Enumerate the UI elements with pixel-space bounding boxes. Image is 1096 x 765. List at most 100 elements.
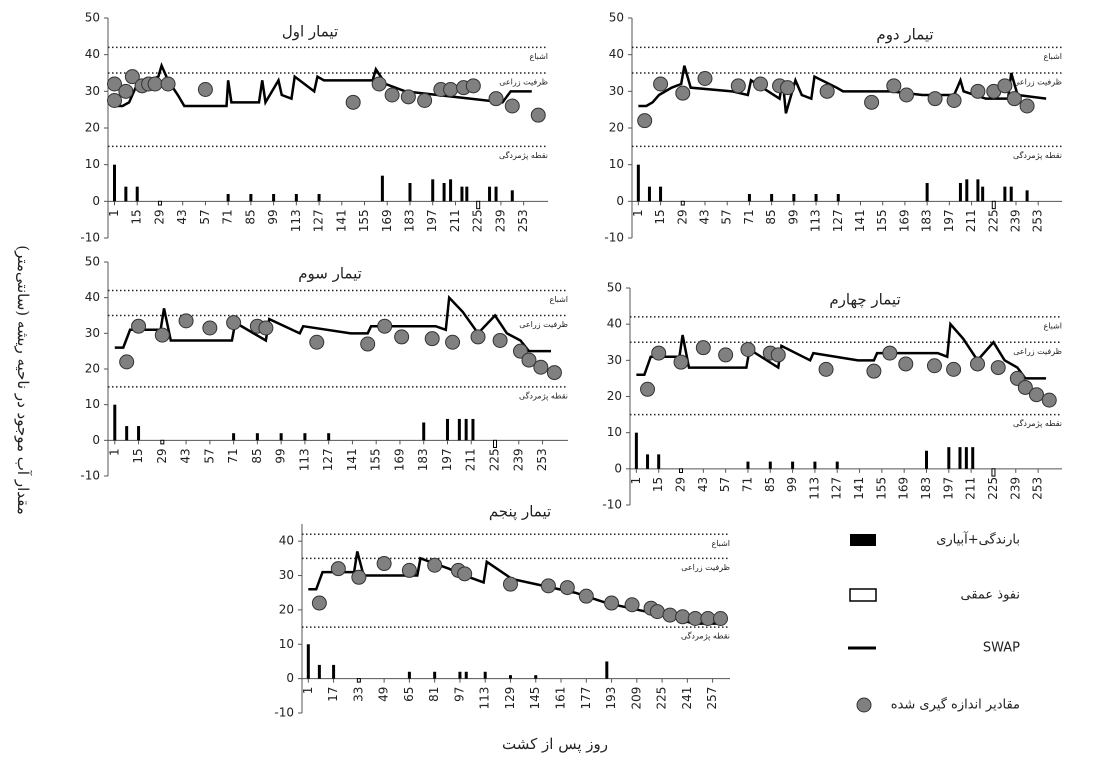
measured-point bbox=[540, 578, 556, 594]
bar bbox=[422, 422, 426, 441]
measured-point bbox=[351, 569, 367, 585]
x-tick-label: 113 bbox=[809, 209, 823, 232]
bar bbox=[255, 433, 259, 441]
measured-point bbox=[226, 315, 242, 331]
x-tick-label: 43 bbox=[175, 209, 189, 224]
x-tick-label: 239 bbox=[493, 209, 507, 232]
x-tick-label: 29 bbox=[674, 477, 688, 492]
measured-point bbox=[202, 320, 218, 336]
bar bbox=[408, 183, 412, 202]
bar bbox=[317, 664, 321, 679]
x-tick-label: 169 bbox=[380, 209, 394, 232]
measured-point bbox=[530, 107, 546, 123]
x-tick-label: 15 bbox=[651, 477, 665, 492]
bar bbox=[464, 671, 468, 679]
x-tick-label: 15 bbox=[653, 209, 667, 224]
x-tick-label: 155 bbox=[874, 477, 888, 500]
measured-point bbox=[311, 595, 327, 611]
bar bbox=[791, 461, 795, 469]
measured-point bbox=[578, 588, 594, 604]
legend-key bbox=[850, 534, 876, 546]
bar bbox=[636, 164, 640, 202]
x-tick-label: 145 bbox=[528, 687, 542, 710]
bar bbox=[768, 461, 772, 469]
bar bbox=[964, 447, 968, 469]
legend-label: مقادیر اندازه گیری شده bbox=[891, 697, 1020, 713]
bar bbox=[814, 194, 818, 202]
bar bbox=[332, 664, 336, 679]
y-tick-label: -10 bbox=[80, 469, 100, 483]
bar bbox=[471, 418, 475, 441]
measured-point bbox=[697, 71, 713, 86]
measured-point bbox=[926, 358, 942, 374]
swap-line bbox=[114, 62, 532, 108]
bar bbox=[971, 447, 975, 469]
measured-point bbox=[119, 354, 135, 370]
measured-point bbox=[502, 576, 518, 592]
measured-point bbox=[124, 69, 140, 85]
bar bbox=[464, 418, 468, 441]
x-tick-label: 85 bbox=[250, 448, 264, 463]
measured-point bbox=[521, 352, 537, 368]
measured-point bbox=[713, 611, 729, 626]
bar bbox=[279, 433, 283, 441]
bar bbox=[272, 194, 276, 202]
bar bbox=[457, 418, 461, 441]
measured-point bbox=[651, 345, 667, 361]
measured-point bbox=[384, 87, 400, 103]
x-tick-label: 169 bbox=[897, 477, 911, 500]
x-tick-label: 211 bbox=[448, 209, 462, 232]
measured-point bbox=[970, 356, 986, 372]
bar bbox=[813, 461, 817, 469]
bar bbox=[958, 183, 962, 202]
x-tick-label: 97 bbox=[452, 687, 466, 702]
reference-label: اشباع bbox=[529, 52, 548, 61]
percolation-bar bbox=[476, 200, 481, 210]
x-tick-label: 65 bbox=[402, 687, 416, 702]
bar bbox=[958, 447, 962, 469]
x-tick-label: 141 bbox=[334, 209, 348, 232]
x-tick-label: 253 bbox=[516, 209, 530, 232]
x-tick-label: 239 bbox=[1008, 209, 1022, 232]
reference-label: ظرفیت زراعی bbox=[681, 563, 730, 572]
bar bbox=[124, 186, 128, 202]
bar bbox=[976, 179, 980, 202]
measured-point bbox=[730, 78, 746, 94]
measured-point bbox=[258, 320, 274, 336]
x-tick-label: 169 bbox=[392, 448, 406, 471]
measured-point bbox=[376, 556, 392, 572]
measured-point bbox=[377, 318, 393, 334]
bar bbox=[1009, 186, 1013, 202]
x-tick-label: 99 bbox=[274, 448, 288, 463]
measured-point bbox=[886, 78, 902, 94]
x-tick-label: 57 bbox=[720, 209, 734, 224]
measured-point bbox=[1041, 392, 1057, 408]
x-tick-label: 85 bbox=[764, 209, 778, 224]
measured-point bbox=[718, 347, 734, 363]
panel-title: تیمار اول bbox=[282, 23, 338, 41]
measured-point bbox=[371, 76, 387, 92]
bar bbox=[746, 461, 750, 469]
x-tick-label: 43 bbox=[696, 477, 710, 492]
measured-point bbox=[1028, 387, 1044, 403]
y-tick-label: 30 bbox=[85, 84, 100, 98]
measured-point bbox=[559, 580, 575, 596]
x-tick-label: 113 bbox=[478, 687, 492, 710]
x-tick-label: 193 bbox=[604, 687, 618, 710]
panel-title: تیمار پنجم bbox=[489, 503, 551, 522]
bar bbox=[605, 661, 609, 679]
bar bbox=[294, 194, 298, 202]
x-tick-label: 71 bbox=[740, 477, 754, 492]
x-tick-label: 197 bbox=[440, 448, 454, 471]
measured-point bbox=[197, 82, 213, 97]
x-tick-label: 29 bbox=[155, 448, 169, 463]
measured-point bbox=[160, 76, 176, 92]
percolation-bar bbox=[679, 468, 684, 473]
x-tick-label: 127 bbox=[831, 209, 845, 232]
bar bbox=[510, 190, 514, 202]
bar bbox=[303, 433, 307, 441]
x-tick-label: 99 bbox=[785, 477, 799, 492]
measured-point bbox=[465, 78, 481, 94]
bar bbox=[449, 179, 453, 202]
measured-point bbox=[649, 604, 665, 620]
